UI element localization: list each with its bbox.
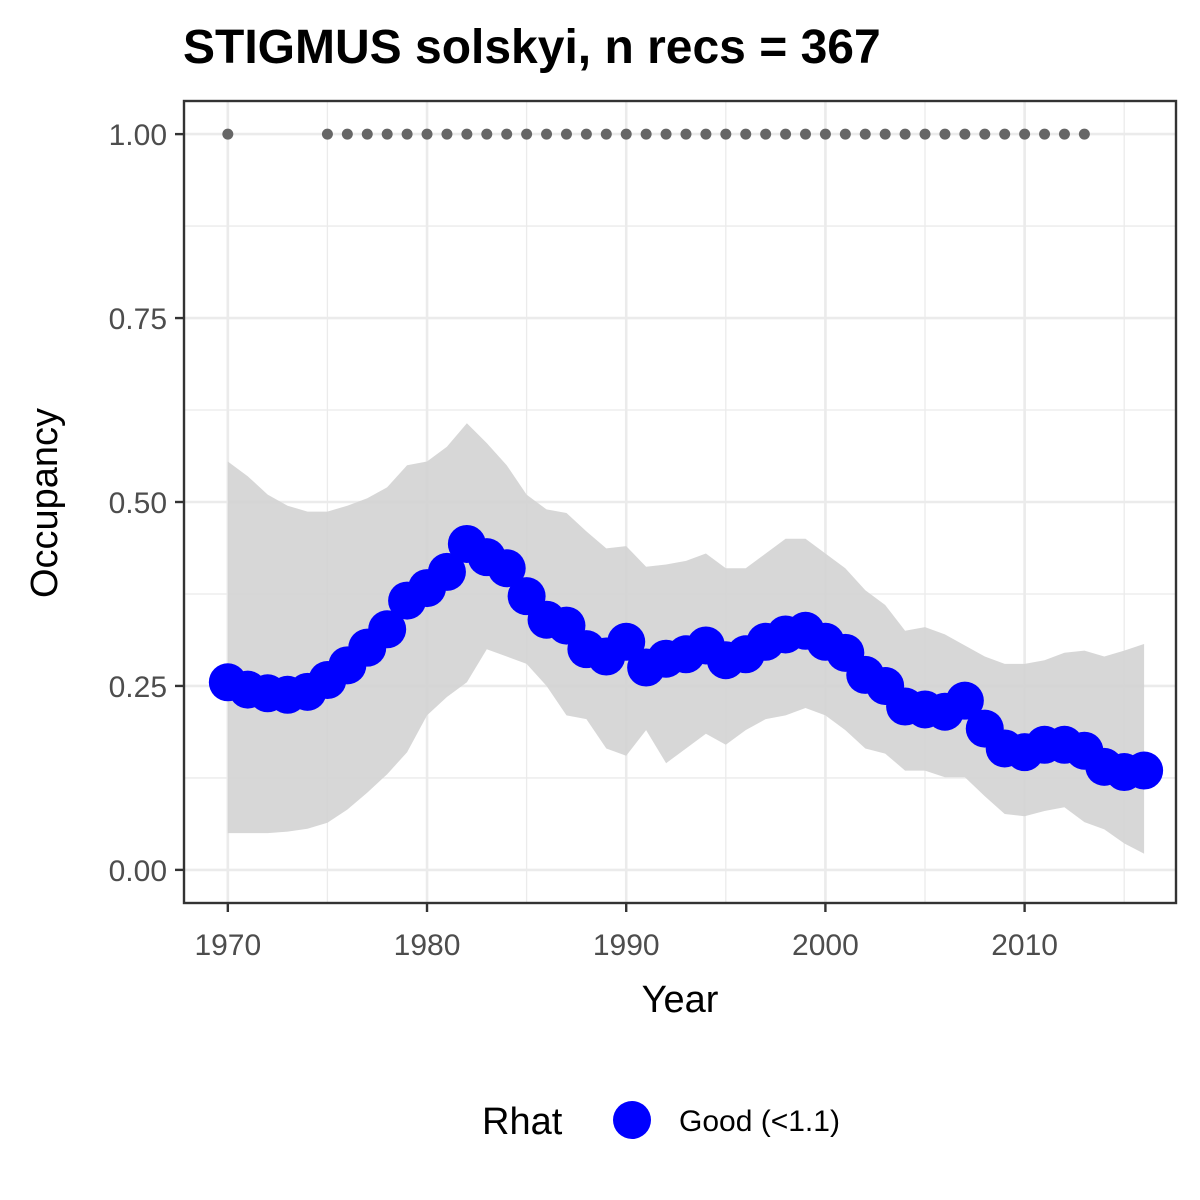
record-year-dot: [819, 128, 831, 140]
legend-label-good: Good (<1.1): [679, 1105, 840, 1138]
record-year-dot: [541, 128, 553, 140]
record-year-dot: [680, 128, 692, 140]
y-tick-label: 0.00: [109, 855, 167, 888]
record-year-dot: [939, 128, 951, 140]
record-year-dot: [580, 128, 592, 140]
occupancy-point: [487, 549, 526, 588]
record-year-dot: [839, 128, 851, 140]
record-year-dot: [760, 128, 772, 140]
record-year-dot: [560, 128, 572, 140]
y-tick-label: 0.25: [109, 671, 167, 704]
record-year-dot: [461, 128, 473, 140]
record-year-dot: [361, 128, 373, 140]
record-year-dot: [600, 128, 612, 140]
record-year-dot: [321, 128, 333, 140]
record-year-dot: [222, 128, 234, 140]
record-year-dot: [521, 128, 533, 140]
axes: 0.00 0.25 0.50 0.75 1.00 1970 1980 1990 2000 2010: [109, 99, 1178, 962]
occupancy-point: [368, 610, 407, 649]
record-year-dot: [381, 128, 393, 140]
x-tick-label: 1990: [593, 929, 660, 962]
x-tick-label: 2010: [991, 929, 1058, 962]
record-year-dot: [959, 128, 971, 140]
record-year-dot: [640, 128, 652, 140]
occupancy-point: [607, 622, 646, 661]
record-year-dot: [799, 128, 811, 140]
y-tick-label: 0.50: [109, 487, 167, 520]
record-year-dot: [720, 128, 732, 140]
x-tick-label: 1970: [194, 929, 261, 962]
record-year-dot: [660, 128, 672, 140]
record-year-dot: [1078, 128, 1090, 140]
record-year-dot: [341, 128, 353, 140]
record-year-dot: [441, 128, 453, 140]
record-year-dot: [1058, 128, 1070, 140]
occupancy-point: [945, 681, 984, 720]
record-year-dot: [919, 128, 931, 140]
legend: Rhat Good (<1.1): [482, 1101, 840, 1143]
record-year-dot: [899, 128, 911, 140]
record-year-dot: [501, 128, 513, 140]
record-year-dot: [481, 128, 493, 140]
record-year-dot: [879, 128, 891, 140]
record-year-dot: [999, 128, 1011, 140]
x-tick-label: 1980: [394, 929, 461, 962]
x-axis-title: Year: [642, 979, 719, 1021]
record-year-dot: [740, 128, 752, 140]
y-axis-title: Occupancy: [24, 408, 66, 598]
record-year-dot: [1039, 128, 1051, 140]
occupancy-point: [427, 552, 466, 591]
plot-panel: [184, 101, 1176, 903]
chart-title: STIGMUS solskyi, n recs = 367: [183, 21, 881, 74]
record-year-dot: [859, 128, 871, 140]
legend-swatch-good: [613, 1101, 651, 1139]
y-tick-label: 0.75: [109, 303, 167, 336]
record-year-dot: [700, 128, 712, 140]
occupancy-point: [1125, 751, 1164, 790]
x-tick-label: 2000: [792, 929, 859, 962]
record-year-dot: [401, 128, 413, 140]
record-year-dot: [979, 128, 991, 140]
record-year-dot: [780, 128, 792, 140]
record-year-dot: [620, 128, 632, 140]
y-tick-label: 1.00: [109, 119, 167, 152]
legend-title: Rhat: [482, 1101, 563, 1143]
record-year-dot: [421, 128, 433, 140]
record-year-dot: [1019, 128, 1031, 140]
